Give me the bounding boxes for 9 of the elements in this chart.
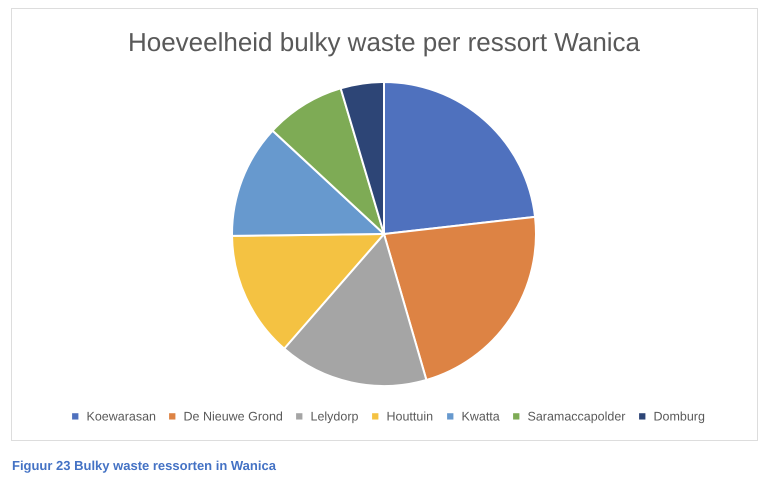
- legend-label: Domburg: [654, 409, 705, 424]
- legend-label: De Nieuwe Grond: [184, 409, 283, 424]
- chart-title: Hoeveelheid bulky waste per ressort Wanica: [128, 27, 641, 57]
- legend-label: Koewarasan: [86, 409, 156, 424]
- text: Figuur 23 Bulky waste ressorten in Wanica: [12, 458, 277, 473]
- legend-label: Saramaccapolder: [528, 409, 626, 424]
- legend-label: Kwatta: [462, 409, 500, 424]
- legend-label: Lelydorp: [310, 409, 358, 424]
- legend-label: Houttuin: [386, 409, 434, 424]
